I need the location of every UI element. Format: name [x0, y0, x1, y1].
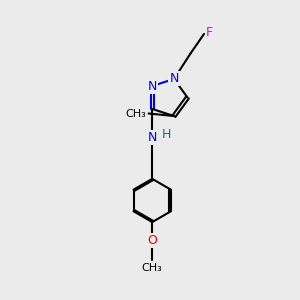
Text: CH₃: CH₃ [125, 109, 146, 118]
Text: H: H [162, 128, 171, 141]
Text: O: O [147, 234, 157, 247]
Text: F: F [206, 26, 213, 39]
Text: N: N [169, 73, 179, 85]
Text: N: N [148, 80, 157, 92]
Text: CH₃: CH₃ [142, 263, 163, 273]
Text: N: N [148, 131, 157, 144]
